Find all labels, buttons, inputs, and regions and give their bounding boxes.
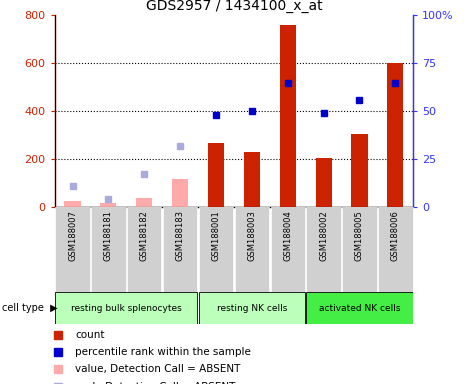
FancyBboxPatch shape [235, 207, 269, 292]
Bar [387, 63, 403, 207]
FancyBboxPatch shape [199, 293, 305, 324]
Text: value, Detection Call = ABSENT: value, Detection Call = ABSENT [75, 364, 240, 374]
Text: rank, Detection Call = ABSENT: rank, Detection Call = ABSENT [75, 382, 236, 384]
Text: GSM188007: GSM188007 [68, 210, 77, 261]
Bar [65, 201, 81, 207]
FancyBboxPatch shape [199, 207, 233, 292]
Text: percentile rank within the sample: percentile rank within the sample [75, 347, 251, 357]
Text: resting bulk splenocytes: resting bulk splenocytes [71, 304, 182, 313]
FancyBboxPatch shape [91, 207, 125, 292]
Bar [136, 198, 152, 207]
Bar [352, 134, 368, 207]
Title: GDS2957 / 1434100_x_at: GDS2957 / 1434100_x_at [146, 0, 322, 13]
Bar [244, 152, 260, 207]
Text: count: count [75, 330, 104, 340]
Text: resting NK cells: resting NK cells [217, 304, 287, 313]
Text: cell type  ▶: cell type ▶ [2, 303, 58, 313]
Text: GSM188183: GSM188183 [176, 210, 185, 261]
Bar [208, 142, 224, 207]
Bar [280, 25, 296, 207]
Text: GSM188181: GSM188181 [104, 210, 113, 261]
Text: activated NK cells: activated NK cells [319, 304, 400, 313]
FancyBboxPatch shape [306, 293, 412, 324]
Text: GSM188004: GSM188004 [283, 210, 292, 261]
Bar [315, 158, 332, 207]
FancyBboxPatch shape [56, 293, 197, 324]
Bar [100, 203, 116, 207]
FancyBboxPatch shape [342, 207, 377, 292]
FancyBboxPatch shape [163, 207, 197, 292]
Text: GSM188001: GSM188001 [211, 210, 220, 261]
Text: GSM188002: GSM188002 [319, 210, 328, 261]
Text: GSM188182: GSM188182 [140, 210, 149, 261]
FancyBboxPatch shape [56, 207, 90, 292]
FancyBboxPatch shape [378, 207, 412, 292]
Bar [172, 179, 188, 207]
FancyBboxPatch shape [127, 207, 162, 292]
Text: GSM188005: GSM188005 [355, 210, 364, 261]
FancyBboxPatch shape [306, 207, 341, 292]
FancyBboxPatch shape [271, 207, 305, 292]
Text: GSM188003: GSM188003 [247, 210, 257, 261]
Text: GSM188006: GSM188006 [391, 210, 400, 261]
